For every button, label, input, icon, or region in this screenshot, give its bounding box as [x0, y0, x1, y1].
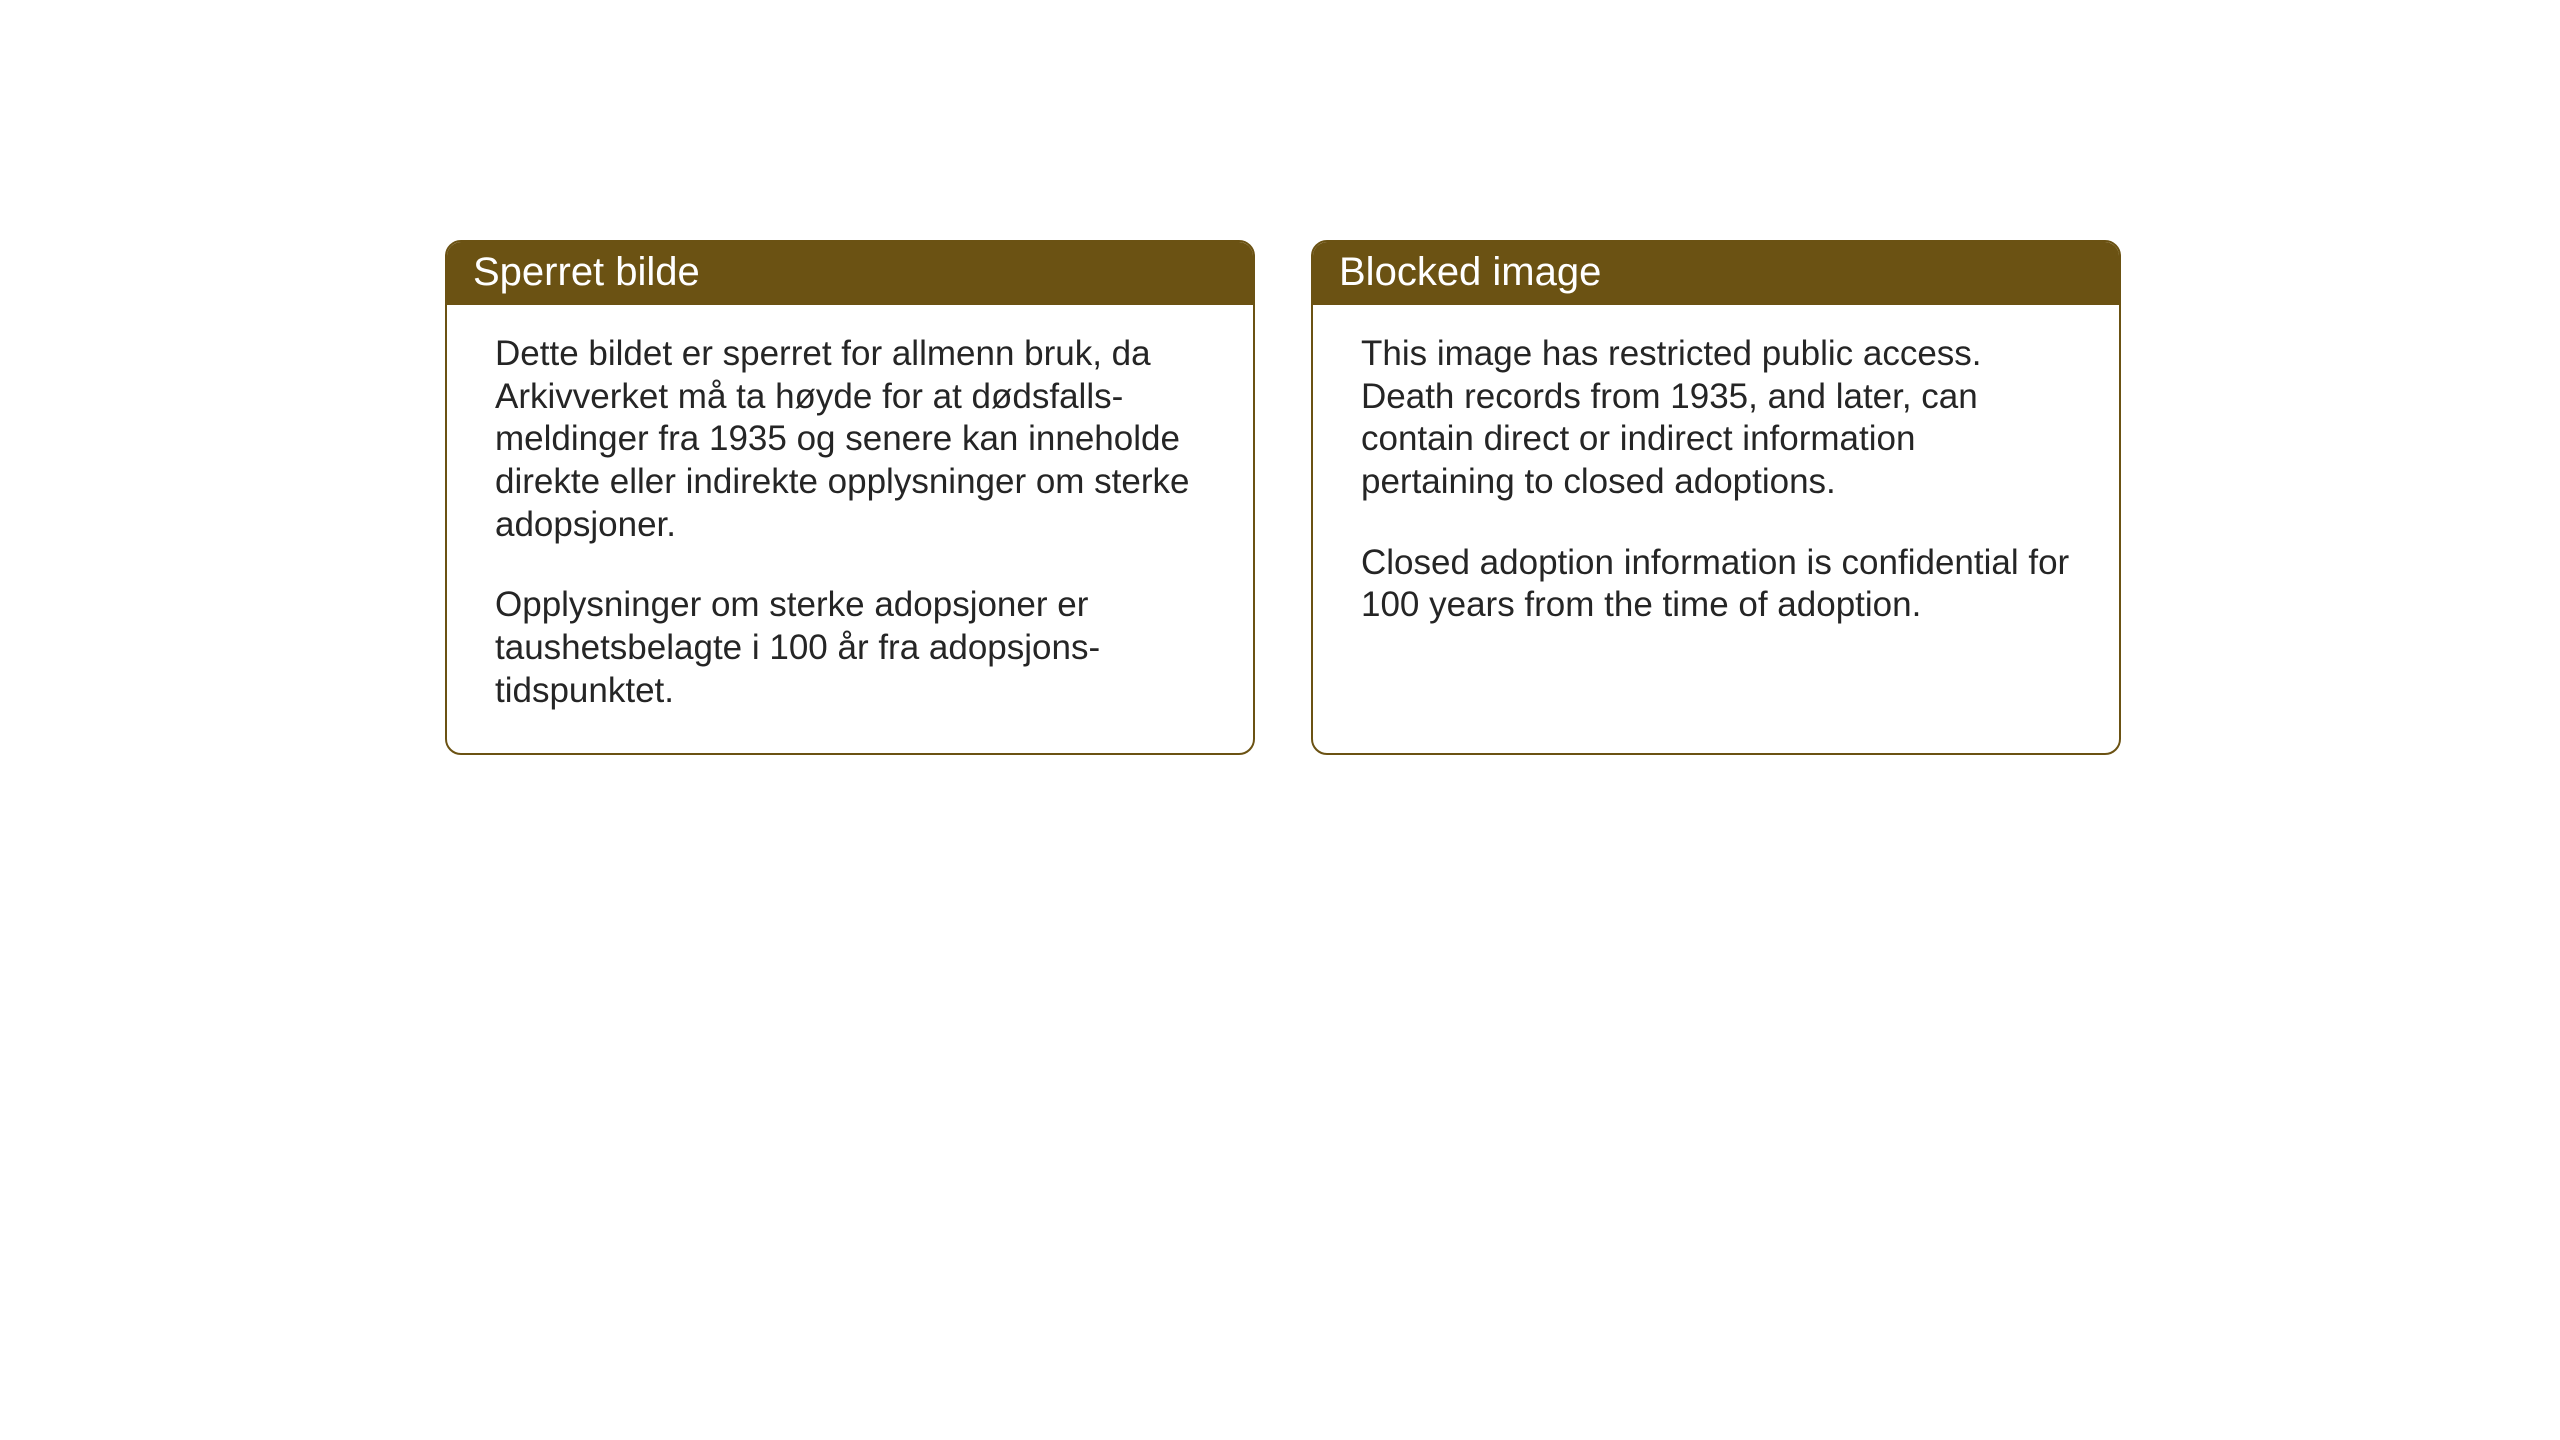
card-title: Sperret bilde [473, 250, 700, 294]
card-header-english: Blocked image [1313, 242, 2119, 305]
notice-container: Sperret bilde Dette bildet er sperret fo… [445, 240, 2121, 755]
card-body-norwegian: Dette bildet er sperret for allmenn bruk… [447, 305, 1253, 753]
notice-card-english: Blocked image This image has restricted … [1311, 240, 2121, 755]
notice-card-norwegian: Sperret bilde Dette bildet er sperret fo… [445, 240, 1255, 755]
card-paragraph: Dette bildet er sperret for allmenn bruk… [495, 333, 1205, 546]
card-header-norwegian: Sperret bilde [447, 242, 1253, 305]
card-body-english: This image has restricted public access.… [1313, 305, 2119, 667]
card-paragraph: This image has restricted public access.… [1361, 333, 2071, 504]
card-paragraph: Opplysninger om sterke adopsjoner er tau… [495, 584, 1205, 712]
card-title: Blocked image [1339, 250, 1601, 294]
card-paragraph: Closed adoption information is confident… [1361, 542, 2071, 627]
